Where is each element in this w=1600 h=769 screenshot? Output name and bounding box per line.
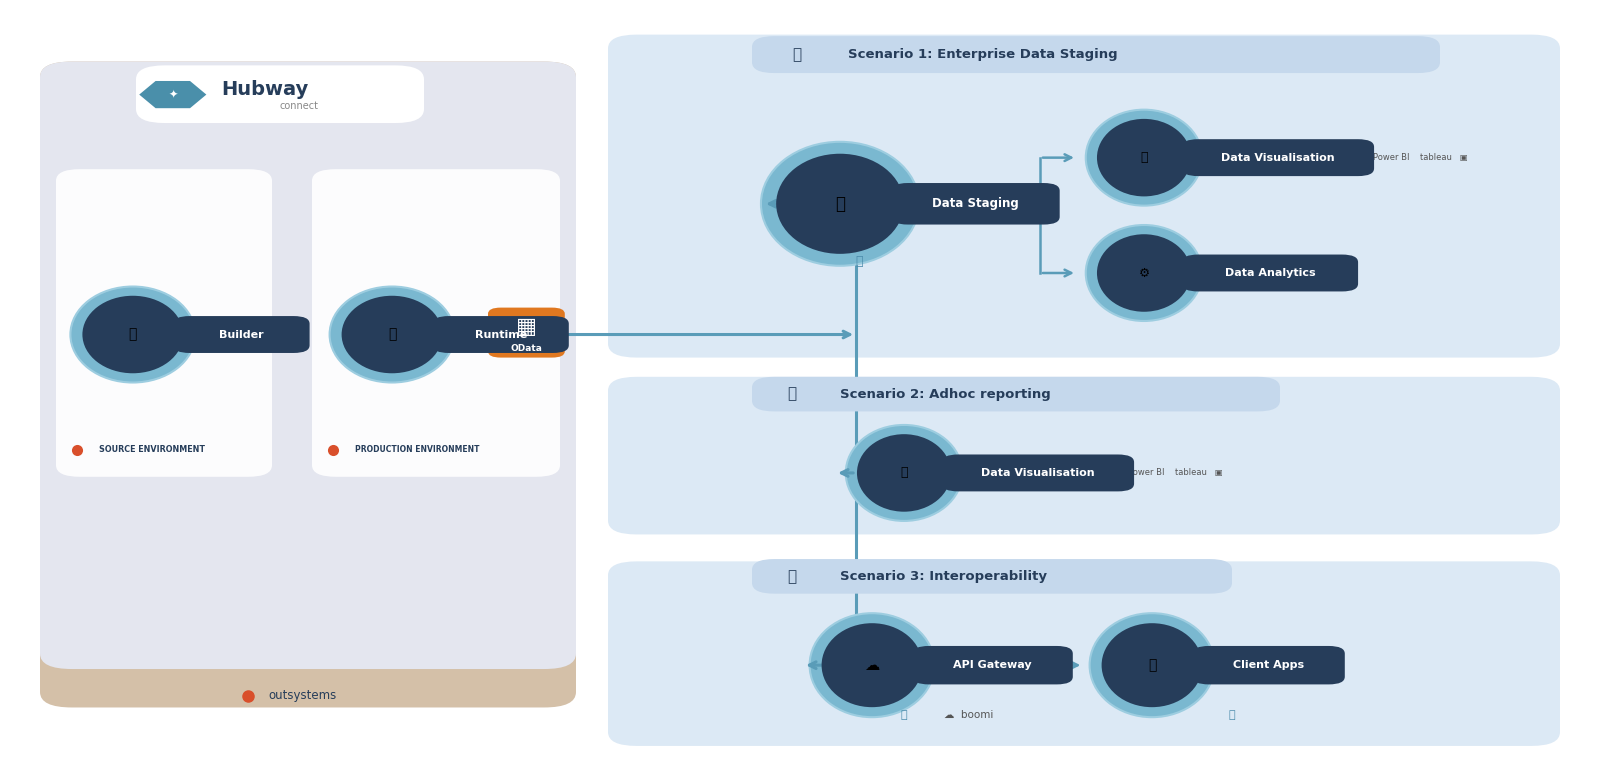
FancyBboxPatch shape — [912, 646, 1072, 684]
Ellipse shape — [776, 154, 904, 254]
Text: PRODUCTION ENVIRONMENT: PRODUCTION ENVIRONMENT — [355, 445, 480, 454]
Text: ▦: ▦ — [515, 317, 538, 337]
FancyBboxPatch shape — [56, 169, 272, 477]
FancyBboxPatch shape — [942, 454, 1134, 491]
Text: Qlik    |  Power BI    tableau   ▣: Qlik | Power BI tableau ▣ — [1093, 468, 1222, 478]
FancyBboxPatch shape — [1182, 255, 1358, 291]
FancyBboxPatch shape — [752, 377, 1280, 411]
Text: 🗄: 🗄 — [1229, 710, 1235, 721]
Text: 📊: 📊 — [835, 195, 845, 213]
Ellipse shape — [83, 296, 184, 373]
Text: 📈: 📈 — [901, 467, 907, 479]
FancyBboxPatch shape — [432, 316, 570, 353]
Text: Builder: Builder — [219, 329, 264, 340]
Ellipse shape — [1086, 110, 1202, 205]
Text: Hubway: Hubway — [221, 80, 309, 98]
Text: 🗄: 🗄 — [856, 255, 862, 268]
Ellipse shape — [762, 141, 918, 266]
Text: 📈: 📈 — [1141, 151, 1147, 164]
Text: Client Apps: Client Apps — [1234, 660, 1304, 671]
Ellipse shape — [342, 296, 442, 373]
Text: 🗄: 🗄 — [787, 387, 797, 401]
Text: Data Visualisation: Data Visualisation — [1221, 152, 1334, 163]
Text: connect: connect — [280, 101, 318, 112]
Text: Scenario 2: Adhoc reporting: Scenario 2: Adhoc reporting — [840, 388, 1051, 401]
FancyBboxPatch shape — [312, 169, 560, 477]
Text: outsystems: outsystems — [269, 690, 338, 702]
Text: ☁: ☁ — [864, 657, 880, 673]
FancyBboxPatch shape — [752, 559, 1232, 594]
FancyBboxPatch shape — [608, 377, 1560, 534]
Ellipse shape — [1098, 119, 1190, 196]
Text: ⚙: ⚙ — [1138, 267, 1150, 279]
Ellipse shape — [858, 434, 950, 511]
Ellipse shape — [330, 287, 454, 382]
Text: 🗄: 🗄 — [792, 47, 802, 62]
FancyBboxPatch shape — [1192, 646, 1344, 684]
Text: 🔌: 🔌 — [387, 328, 397, 341]
Ellipse shape — [1086, 225, 1202, 321]
FancyBboxPatch shape — [752, 36, 1440, 73]
FancyBboxPatch shape — [136, 65, 424, 123]
Text: Qlik    |  Power BI    tableau   ▣: Qlik | Power BI tableau ▣ — [1338, 153, 1467, 162]
Text: Runtime: Runtime — [475, 329, 526, 340]
Text: 🗄: 🗄 — [901, 710, 907, 721]
Text: Scenario 3: Interoperability: Scenario 3: Interoperability — [840, 570, 1046, 583]
Text: Data Analytics: Data Analytics — [1224, 268, 1315, 278]
Text: 🖥: 🖥 — [128, 328, 138, 341]
Text: API Gateway: API Gateway — [954, 660, 1032, 671]
FancyBboxPatch shape — [1182, 139, 1374, 176]
Text: 🔷  ⬡: 🔷 ⬡ — [1325, 268, 1349, 278]
Text: 🖥: 🖥 — [1147, 658, 1157, 672]
Text: ✦: ✦ — [168, 89, 178, 100]
Text: ☁  boomi: ☁ boomi — [944, 710, 994, 721]
Ellipse shape — [846, 425, 962, 521]
Ellipse shape — [1098, 235, 1190, 311]
FancyBboxPatch shape — [891, 183, 1059, 225]
Text: Data Staging: Data Staging — [933, 198, 1019, 210]
Ellipse shape — [1101, 623, 1203, 707]
FancyBboxPatch shape — [608, 561, 1560, 746]
FancyBboxPatch shape — [40, 62, 576, 669]
Text: Scenario 1: Enterprise Data Staging: Scenario 1: Enterprise Data Staging — [848, 48, 1118, 61]
Ellipse shape — [70, 287, 195, 382]
Ellipse shape — [810, 613, 934, 717]
Text: 🗄: 🗄 — [787, 569, 797, 584]
FancyBboxPatch shape — [608, 35, 1560, 358]
Ellipse shape — [1090, 613, 1214, 717]
Ellipse shape — [822, 623, 923, 707]
FancyBboxPatch shape — [488, 308, 565, 358]
Text: OData: OData — [510, 344, 542, 353]
FancyBboxPatch shape — [40, 62, 576, 707]
Text: SOURCE ENVIRONMENT: SOURCE ENVIRONMENT — [99, 445, 205, 454]
FancyBboxPatch shape — [173, 316, 310, 353]
Text: Data Visualisation: Data Visualisation — [981, 468, 1094, 478]
